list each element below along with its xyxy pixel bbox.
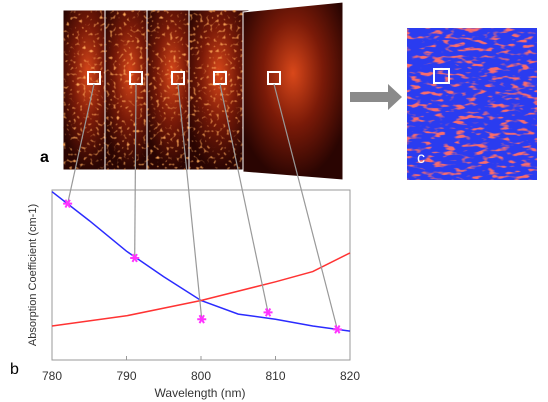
y-axis-label: Absorption Coefficient (cm-1) bbox=[27, 204, 39, 346]
point bbox=[333, 326, 342, 334]
panel-label: c bbox=[417, 150, 425, 167]
x-tick-label: 780 bbox=[42, 369, 62, 383]
x-axis-label: Wavelength (nm) bbox=[155, 386, 246, 400]
panel-label: a bbox=[40, 149, 49, 166]
arrow bbox=[350, 84, 402, 110]
x-tick-label: 790 bbox=[116, 369, 136, 383]
x-tick-label: 820 bbox=[340, 369, 360, 383]
figure: a b c Wavelength (nm) Absorption Coeffic… bbox=[0, 0, 548, 402]
x-tick-label: 800 bbox=[191, 369, 211, 383]
plot-frame bbox=[52, 190, 350, 360]
image-stack bbox=[63, 2, 343, 180]
frame bbox=[243, 2, 343, 180]
result-noise bbox=[407, 28, 537, 180]
x-tick-label: 810 bbox=[265, 369, 285, 383]
panel-label: b bbox=[10, 361, 19, 378]
frame-noise bbox=[189, 10, 249, 170]
